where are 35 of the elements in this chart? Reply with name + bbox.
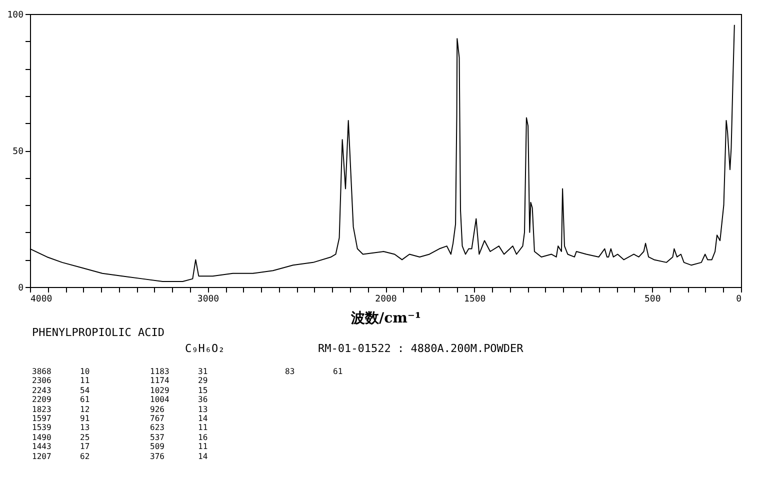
x-tick-label: 500 bbox=[644, 294, 661, 304]
text: 83 61 bbox=[285, 367, 343, 376]
text: 2243 54 bbox=[32, 386, 90, 395]
text: 509 11 bbox=[150, 442, 208, 452]
x-tick-label: 0 bbox=[736, 294, 742, 304]
text: 1174 29 bbox=[150, 376, 208, 386]
text: 3868 10 bbox=[32, 367, 90, 376]
text: 1597 91 bbox=[32, 414, 90, 423]
x-tick-label: 3000 bbox=[197, 294, 220, 304]
x-axis-title: 波数/cm⁻¹ bbox=[350, 310, 421, 326]
x-tick-label: 4000 bbox=[30, 294, 52, 304]
text: 1004 36 bbox=[150, 395, 208, 404]
text: RM-01-01522 : 4880A.200M.POWDER bbox=[318, 342, 524, 355]
text: 926 13 bbox=[150, 404, 208, 414]
y-tick-label: 100 bbox=[7, 10, 24, 20]
line-series bbox=[30, 24, 735, 282]
text: 767 14 bbox=[150, 414, 208, 423]
text: 1443 17 bbox=[32, 442, 90, 452]
text: 537 16 bbox=[150, 432, 208, 442]
text: 2306 11 bbox=[32, 376, 90, 386]
text: 1029 15 bbox=[150, 386, 208, 395]
text: 376 14 bbox=[150, 452, 208, 461]
text: 1539 13 bbox=[32, 423, 90, 432]
x-tick-label: 2000 bbox=[375, 294, 397, 304]
text: 623 11 bbox=[150, 423, 208, 432]
text: 1823 12 bbox=[32, 404, 90, 414]
x-tick-label: 1500 bbox=[464, 294, 486, 304]
text: 1183 31 bbox=[150, 367, 208, 376]
text: PHENYLPROPIOLIC ACID bbox=[32, 326, 164, 339]
text: 1490 25 bbox=[32, 432, 90, 442]
y-tick-label: 50 bbox=[12, 147, 24, 157]
y-tick-label: 0 bbox=[18, 284, 24, 294]
text: C₉H₆O₂ bbox=[185, 342, 225, 355]
text: 1207 62 bbox=[32, 452, 90, 461]
text: 2209 61 bbox=[32, 395, 90, 404]
